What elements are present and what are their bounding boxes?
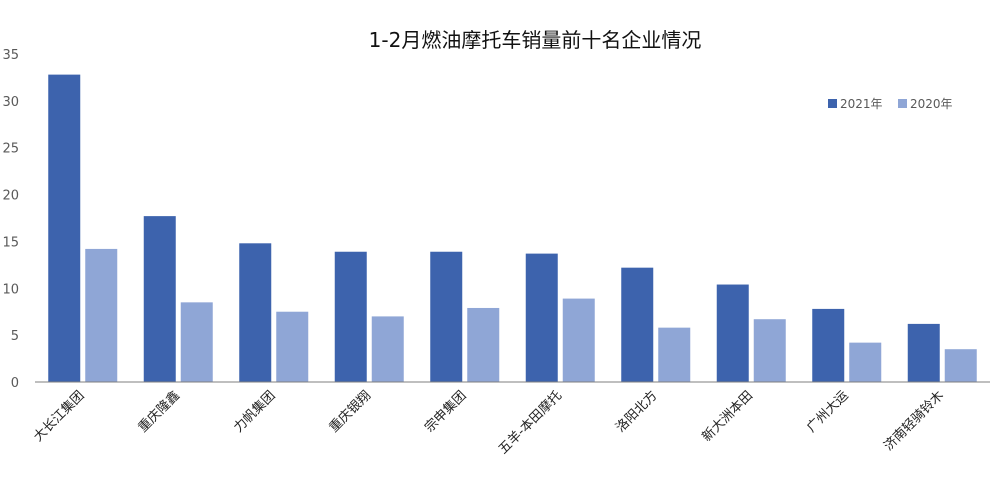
bar-series-2 <box>944 349 977 382</box>
chart-title: 1-2月燃油摩托车销量前十名企业情况 <box>369 28 702 52</box>
x-category-label: 新大洲本田 <box>699 388 756 445</box>
legend-label: 2021年 <box>840 97 883 111</box>
legend-swatch <box>898 99 907 108</box>
y-tick-label: 25 <box>2 142 19 157</box>
y-tick-label: 0 <box>11 376 19 391</box>
x-category-label: 洛阳北方 <box>612 388 660 436</box>
x-category-label: 五羊-本田摩托 <box>495 388 565 458</box>
bar-series-1 <box>143 216 176 382</box>
x-category-label: 力帆集团 <box>230 388 278 436</box>
x-axis-labels: 大长江集团 重庆隆鑫 力帆集团 重庆银翔 宗申集团 五羊-本田摩托 洛阳北方 新大洲本田 广州大… <box>30 388 947 458</box>
y-axis: 0 5 10 15 20 25 30 35 <box>2 48 19 391</box>
legend-label: 2020年 <box>910 97 953 111</box>
y-tick-label: 30 <box>2 95 19 110</box>
x-category-label: 宗申集团 <box>421 388 469 436</box>
bar-series-2 <box>85 248 118 382</box>
y-tick-label: 5 <box>11 329 19 344</box>
bars <box>48 74 977 383</box>
y-tick-label: 20 <box>2 189 19 204</box>
bar-series-1 <box>430 251 463 382</box>
x-category-label: 重庆银翔 <box>326 388 374 436</box>
legend-swatch <box>828 99 837 108</box>
x-category-label: 大长江集团 <box>30 388 87 445</box>
bar-series-1 <box>239 243 272 382</box>
bar-series-1 <box>812 308 845 382</box>
y-tick-label: 10 <box>2 282 19 297</box>
bar-series-2 <box>658 327 691 382</box>
bar-series-1 <box>525 253 558 382</box>
bar-series-2 <box>371 316 404 382</box>
bar-series-1 <box>621 267 654 382</box>
bar-series-2 <box>753 319 786 382</box>
x-category-label: 济南轻骑铃木 <box>881 388 947 454</box>
bar-series-2 <box>562 298 595 382</box>
bar-series-2 <box>180 302 213 382</box>
y-tick-label: 35 <box>2 48 19 63</box>
x-category-label: 广州大运 <box>804 388 851 435</box>
x-category-label: 重庆隆鑫 <box>135 388 183 436</box>
bar-series-2 <box>849 342 882 382</box>
bar-series-1 <box>716 284 749 382</box>
legend: 2021年 2020年 <box>828 97 953 111</box>
y-tick-label: 15 <box>2 235 19 250</box>
bar-series-2 <box>467 307 500 382</box>
bar-series-2 <box>276 311 309 382</box>
bar-series-1 <box>907 323 940 382</box>
bar-series-1 <box>48 74 81 383</box>
bar-series-1 <box>334 251 367 382</box>
